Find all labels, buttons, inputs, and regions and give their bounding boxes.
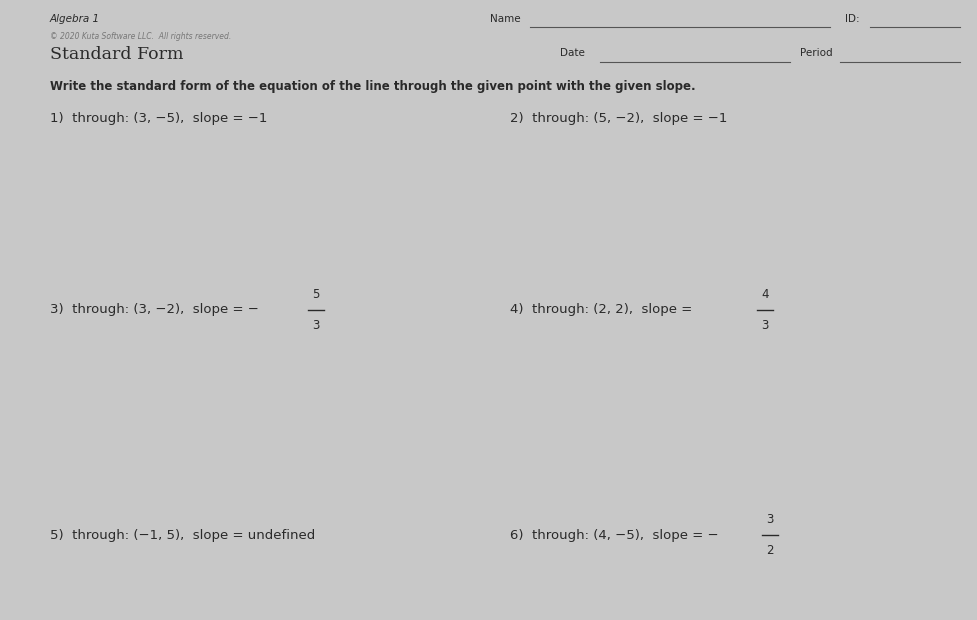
Text: 3: 3 xyxy=(313,319,319,332)
Text: 2: 2 xyxy=(766,544,774,557)
Text: Standard Form: Standard Form xyxy=(50,46,184,63)
Text: 3: 3 xyxy=(766,513,774,526)
Text: 5: 5 xyxy=(313,288,319,301)
Text: 4)  through: (2, 2),  slope =: 4) through: (2, 2), slope = xyxy=(510,304,697,316)
Text: 1)  through: (3, −5),  slope = −1: 1) through: (3, −5), slope = −1 xyxy=(50,112,268,125)
Text: © 2020 Kuta Software LLC.  All rights reserved.: © 2020 Kuta Software LLC. All rights res… xyxy=(50,32,232,41)
Text: 2)  through: (5, −2),  slope = −1: 2) through: (5, −2), slope = −1 xyxy=(510,112,727,125)
Text: Period: Period xyxy=(800,48,832,58)
Text: Write the standard form of the equation of the line through the given point with: Write the standard form of the equation … xyxy=(50,80,696,93)
Text: 5)  through: (−1, 5),  slope = undefined: 5) through: (−1, 5), slope = undefined xyxy=(50,528,316,541)
Text: 6)  through: (4, −5),  slope = −: 6) through: (4, −5), slope = − xyxy=(510,528,719,541)
Text: 3: 3 xyxy=(761,319,769,332)
Text: Name: Name xyxy=(490,14,521,24)
Text: 3)  through: (3, −2),  slope = −: 3) through: (3, −2), slope = − xyxy=(50,304,259,316)
Text: Date: Date xyxy=(560,48,585,58)
Text: ID:: ID: xyxy=(845,14,860,24)
Text: Algebra 1: Algebra 1 xyxy=(50,14,100,24)
Text: 4: 4 xyxy=(761,288,769,301)
